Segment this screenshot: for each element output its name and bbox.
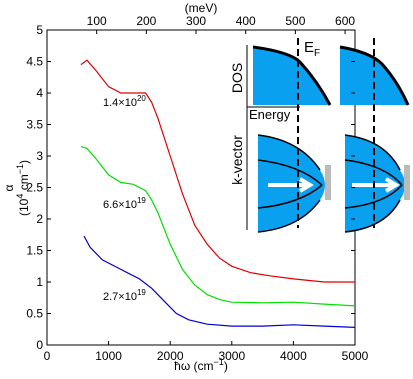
x2-tick-label: 100	[87, 14, 107, 28]
series-label-base: 6.6×10	[103, 199, 137, 211]
inset: EF DOS Energy k-vector	[229, 38, 410, 233]
x2-tick-label: 400	[236, 14, 256, 28]
band-curve	[344, 134, 403, 233]
series-label: 1.4×1020	[103, 94, 146, 109]
y-tick-label: 4	[36, 86, 43, 100]
y-tick-label: 4.5	[26, 55, 43, 69]
arrow	[268, 177, 314, 193]
y-tick-label: 2.5	[26, 181, 43, 195]
gray-bar	[404, 165, 410, 200]
band-curve	[257, 134, 323, 233]
series-label-exp: 19	[137, 288, 146, 297]
x2-axis-label: (meV)	[185, 1, 218, 15]
y-tick-label: 1.5	[26, 244, 43, 258]
y-tick-label: 5	[36, 23, 43, 37]
dos-label: DOS	[229, 63, 245, 93]
y-tick-label: 0	[36, 338, 43, 352]
series-label-base: 1.4×10	[103, 97, 137, 109]
x-tick-label: 1000	[95, 349, 122, 363]
x-tick-label: 5000	[342, 349, 369, 363]
dos-fill	[253, 47, 330, 105]
series-line	[80, 146, 356, 307]
x-axis-label: ħω (cm−1)	[174, 357, 228, 373]
y-tick-label: 0.5	[26, 307, 43, 321]
series-line	[80, 59, 355, 283]
series-label-exp: 19	[137, 196, 146, 205]
series-label: 6.6×1019	[103, 196, 146, 211]
x-tick-label: 0	[44, 349, 51, 363]
y-axis-symbol: α	[2, 184, 16, 191]
x2-tick-label: 600	[335, 14, 355, 28]
dos-curve	[252, 45, 332, 106]
x-tick-label: 4000	[280, 349, 307, 363]
arrow	[352, 177, 400, 193]
kvector-label: k-vector	[229, 135, 245, 185]
series-label-base: 2.7×10	[103, 291, 137, 303]
gray-bar	[325, 165, 331, 200]
y-tick-label: 3.5	[26, 118, 43, 132]
series-label: 2.7×1019	[103, 288, 146, 303]
energy-label: Energy	[249, 107, 291, 122]
series-line	[83, 235, 356, 328]
fermi-label: EF	[304, 39, 320, 59]
series-label-exp: 20	[137, 94, 146, 103]
x2-tick-label: 300	[186, 14, 206, 28]
x2-tick-label: 500	[285, 14, 305, 28]
x-tick-label: 3000	[218, 349, 245, 363]
y-axis-label: (104 cm−1)	[15, 160, 31, 216]
y-tick-label: 2	[36, 212, 43, 226]
dos-curve	[339, 45, 410, 106]
x-tick-label: 2000	[157, 349, 184, 363]
y-tick-label: 3	[36, 149, 43, 163]
x2-tick-label: 200	[136, 14, 156, 28]
y-tick-label: 1	[36, 275, 43, 289]
